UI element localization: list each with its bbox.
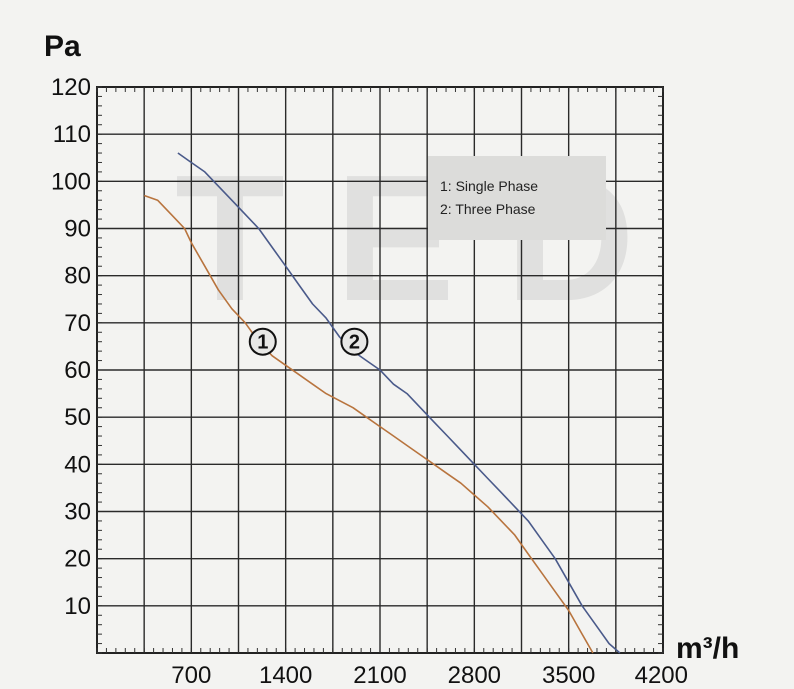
y-tick-label: 70 xyxy=(64,310,91,337)
legend-entry: 2: Three Phase xyxy=(440,201,536,217)
series-marker-label: 1 xyxy=(257,332,268,354)
x-tick-label: 1400 xyxy=(259,662,312,689)
series-line xyxy=(143,194,594,654)
x-tick-label: 2800 xyxy=(448,662,501,689)
y-tick-label: 50 xyxy=(64,404,91,431)
x-axis-label: m³/h xyxy=(676,632,739,665)
series-lines xyxy=(143,152,621,654)
x-tick-label: 700 xyxy=(171,662,211,689)
y-tick-label: 30 xyxy=(64,499,91,526)
y-tick-label: 10 xyxy=(64,593,91,620)
x-tick-label: 3500 xyxy=(542,662,595,689)
series-marker-circle xyxy=(248,327,277,356)
y-tick-label: 20 xyxy=(64,546,91,573)
y-tick-label: 90 xyxy=(64,216,91,243)
series-marker-circle xyxy=(340,327,369,356)
y-tick-label: 120 xyxy=(51,74,91,101)
series-marker-label: 2 xyxy=(349,332,360,354)
x-tick-label: 2100 xyxy=(353,662,406,689)
legend-entry: 1: Single Phase xyxy=(440,178,538,194)
y-axis-ticks: 10 20 30 40 50 60 70 80 90 100 110 120 xyxy=(51,74,91,620)
legend-box xyxy=(428,156,606,240)
y-tick-label: 40 xyxy=(64,451,91,478)
y-tick-label: 110 xyxy=(53,121,91,148)
legend: 1: Single Phase 2: Three Phase xyxy=(428,156,606,240)
y-tick-label: 60 xyxy=(64,357,91,384)
series-line xyxy=(177,152,621,654)
y-tick-label: 80 xyxy=(64,263,91,290)
x-tick-label: 4200 xyxy=(635,662,688,689)
y-axis-label: Pa xyxy=(44,30,81,63)
y-tick-label: 100 xyxy=(51,168,91,195)
x-axis-ticks: 700 1400 2100 2800 3500 4200 xyxy=(171,662,688,689)
